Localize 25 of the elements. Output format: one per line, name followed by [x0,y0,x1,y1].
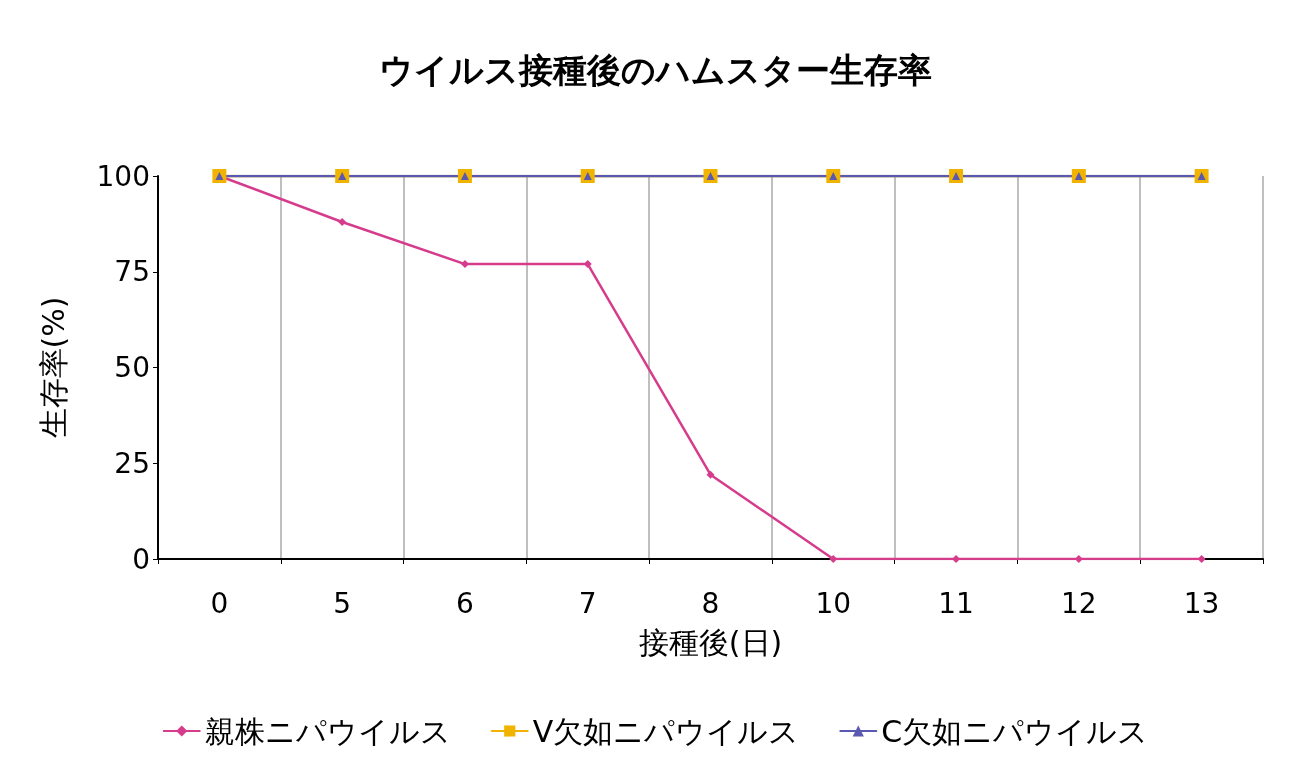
point [338,217,347,226]
y-tick-label: 50 [114,351,150,384]
x-tick-label: 13 [1183,586,1220,620]
y-axis-title: 生存率(%) [35,296,71,439]
y-tick-label: 75 [114,255,150,289]
x-tick-label: 5 [333,586,352,620]
y-tick-label: 25 [114,446,150,480]
y-tick-label: 100 [96,159,150,193]
point [829,555,838,563]
x-tick-label: 11 [938,586,974,620]
point [1197,555,1206,563]
x-tick-label: 12 [1061,586,1097,620]
legend-label: 親株ニパウイルス [204,713,451,749]
x-axis-title: 接種後(日) [638,624,783,660]
x-tick-label: 6 [456,586,474,620]
x-tick-label: 10 [815,586,852,620]
legend-label: V欠如ニパウイルス [532,713,800,749]
legend-label: C欠如ニパウイルス [881,713,1149,749]
chart-title: ウイルス接種後のハムスター生存率 [379,50,932,90]
x-tick-label: 8 [701,586,720,620]
point [460,260,469,269]
point [706,470,715,479]
x-tick-label: 0 [210,586,229,620]
y-tick-label: 0 [132,542,150,576]
x-tick-label: 7 [578,586,597,620]
